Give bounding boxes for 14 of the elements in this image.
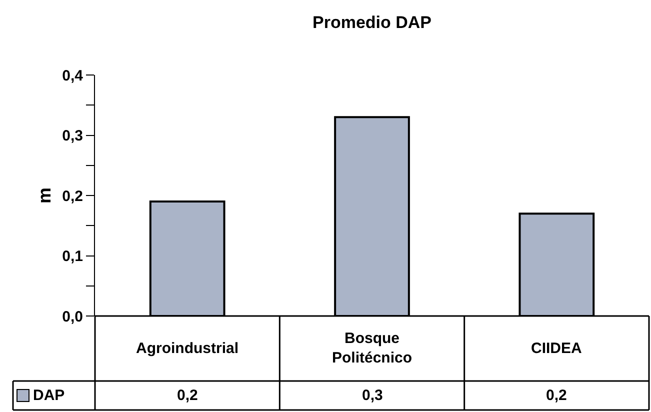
legend-label: DAP — [33, 387, 65, 404]
data-label: 0,2 — [546, 387, 567, 404]
data-label: 0,3 — [362, 387, 383, 404]
y-axis-title: m — [34, 187, 54, 204]
x-tick-label: Bosque Politécnico — [332, 330, 412, 366]
y-tick-label: 0,2 — [62, 188, 83, 205]
chart-title: Promedio DAP — [312, 12, 432, 32]
x-tick-label: Agroindustrial — [136, 340, 239, 357]
x-tick-label: CIIDEA — [531, 340, 582, 357]
y-tick-label: 0,3 — [62, 128, 83, 144]
y-tick-label: 0,1 — [62, 248, 83, 265]
data-label: 0,2 — [177, 387, 198, 404]
y-tick-label: 0,0 — [62, 308, 83, 326]
y-tick-label: 0,4 — [62, 67, 84, 84]
